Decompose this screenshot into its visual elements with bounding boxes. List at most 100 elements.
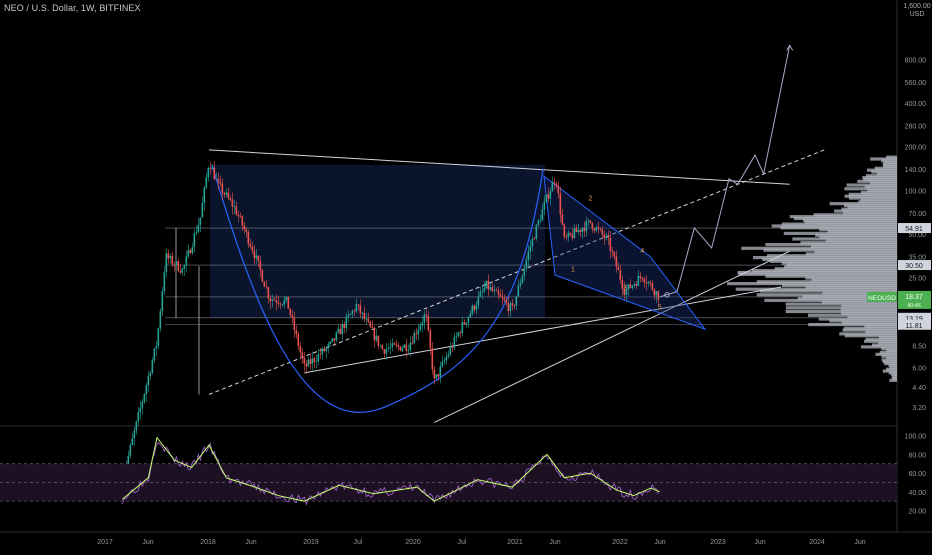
candle-body <box>493 289 496 291</box>
candle-body <box>633 284 636 286</box>
candle-body <box>217 178 220 182</box>
volume-profile-bar <box>759 289 897 293</box>
volume-profile-bar <box>834 209 897 213</box>
candle-body <box>553 182 556 184</box>
candle-body <box>635 284 638 286</box>
candle-body <box>151 360 154 374</box>
volume-profile-bar <box>829 319 897 323</box>
candle-body <box>359 305 362 314</box>
candle-body <box>349 313 352 316</box>
volume-profile-bar <box>781 283 897 288</box>
volume-profile-bar <box>863 177 897 182</box>
candle-body <box>171 255 174 265</box>
price-scale-top-label: 1,600.00 <box>903 3 931 10</box>
volume-profile-bar <box>756 280 897 284</box>
candle-body <box>453 337 456 348</box>
candle-body <box>367 318 370 322</box>
candle-body <box>327 343 330 348</box>
candle-body <box>621 279 624 289</box>
candle-body <box>283 299 286 305</box>
volume-profile-bar <box>822 291 897 295</box>
candle-body <box>319 354 322 356</box>
volume-profile <box>727 155 897 382</box>
volume-profile-bar <box>864 324 897 329</box>
candle-body <box>315 361 318 363</box>
candle-body <box>623 288 626 295</box>
volume-profile-bar <box>797 296 897 301</box>
candle-body <box>197 224 200 233</box>
candle-body <box>193 233 196 248</box>
candle-body <box>357 304 360 306</box>
candle-body <box>381 345 384 350</box>
candle-body <box>245 229 248 232</box>
candle-body <box>595 227 598 231</box>
candle-body <box>593 228 596 231</box>
candle-body <box>429 330 432 349</box>
candle-body <box>267 287 270 299</box>
candle-body <box>145 385 148 395</box>
candle-body <box>481 291 484 293</box>
volume-profile-bar <box>751 269 897 273</box>
candle-body <box>161 290 164 312</box>
volume-profile-bar <box>848 196 897 200</box>
candle-body <box>143 394 146 402</box>
volume-profile-bar <box>753 255 897 260</box>
candle-body <box>149 373 152 376</box>
volume-profile-bar <box>810 244 897 249</box>
volume-profile-bar <box>840 308 897 312</box>
candle-body <box>449 347 452 355</box>
candle-body <box>503 298 506 301</box>
price-level-badge <box>898 319 931 330</box>
candle-body <box>523 268 526 276</box>
candle-body <box>613 252 616 257</box>
volume-profile-bar <box>800 241 897 245</box>
candle-body <box>179 271 182 273</box>
volume-profile-bar <box>762 257 897 262</box>
trendline <box>304 286 782 374</box>
volume-profile-bar <box>804 220 897 224</box>
volume-profile-bar <box>756 293 897 297</box>
volume-profile-bar <box>827 229 897 234</box>
volume-profile-bar <box>891 376 897 381</box>
candle-body <box>219 181 222 184</box>
wave-label: 5 <box>658 305 662 312</box>
time-tick-label: Jun <box>854 539 865 546</box>
volume-profile-bar <box>808 322 897 327</box>
price-tick-label: 800.00 <box>905 57 927 64</box>
volume-profile-bar <box>847 205 897 209</box>
candle-body <box>343 324 346 328</box>
candle-body <box>465 322 468 325</box>
candle-body <box>569 232 572 235</box>
candle-body <box>469 313 472 318</box>
time-tick-label: Jun <box>549 539 560 546</box>
candle-body <box>169 255 172 259</box>
volume-profile-bar <box>871 343 897 347</box>
volume-profile-bar <box>783 265 897 269</box>
falling-wedge <box>543 175 707 331</box>
price-tick-label: 50.00 <box>908 232 926 239</box>
candle-body <box>413 333 416 344</box>
price-tick-label: 8.50 <box>912 343 926 350</box>
candle-body <box>539 220 542 222</box>
candle-body <box>483 288 486 292</box>
symbol-badge-label: NEOUSD <box>868 295 896 302</box>
candle-body <box>181 268 184 273</box>
candle-body <box>647 282 650 284</box>
candle-body <box>543 201 546 210</box>
candle-body <box>577 229 580 233</box>
candle-body <box>637 275 640 286</box>
volume-profile-bar <box>805 252 897 256</box>
candle-body <box>605 235 608 239</box>
candle-body <box>167 253 170 259</box>
candle-body <box>655 291 658 296</box>
volume-profile-bar <box>763 248 897 252</box>
candle-body <box>223 193 226 195</box>
candle-body <box>363 312 366 320</box>
volume-profile-bar <box>844 334 897 338</box>
candle-body <box>355 304 358 312</box>
volume-profile-bar <box>889 378 897 382</box>
volume-profile-bar <box>815 233 897 237</box>
volume-profile-bar <box>861 345 897 349</box>
